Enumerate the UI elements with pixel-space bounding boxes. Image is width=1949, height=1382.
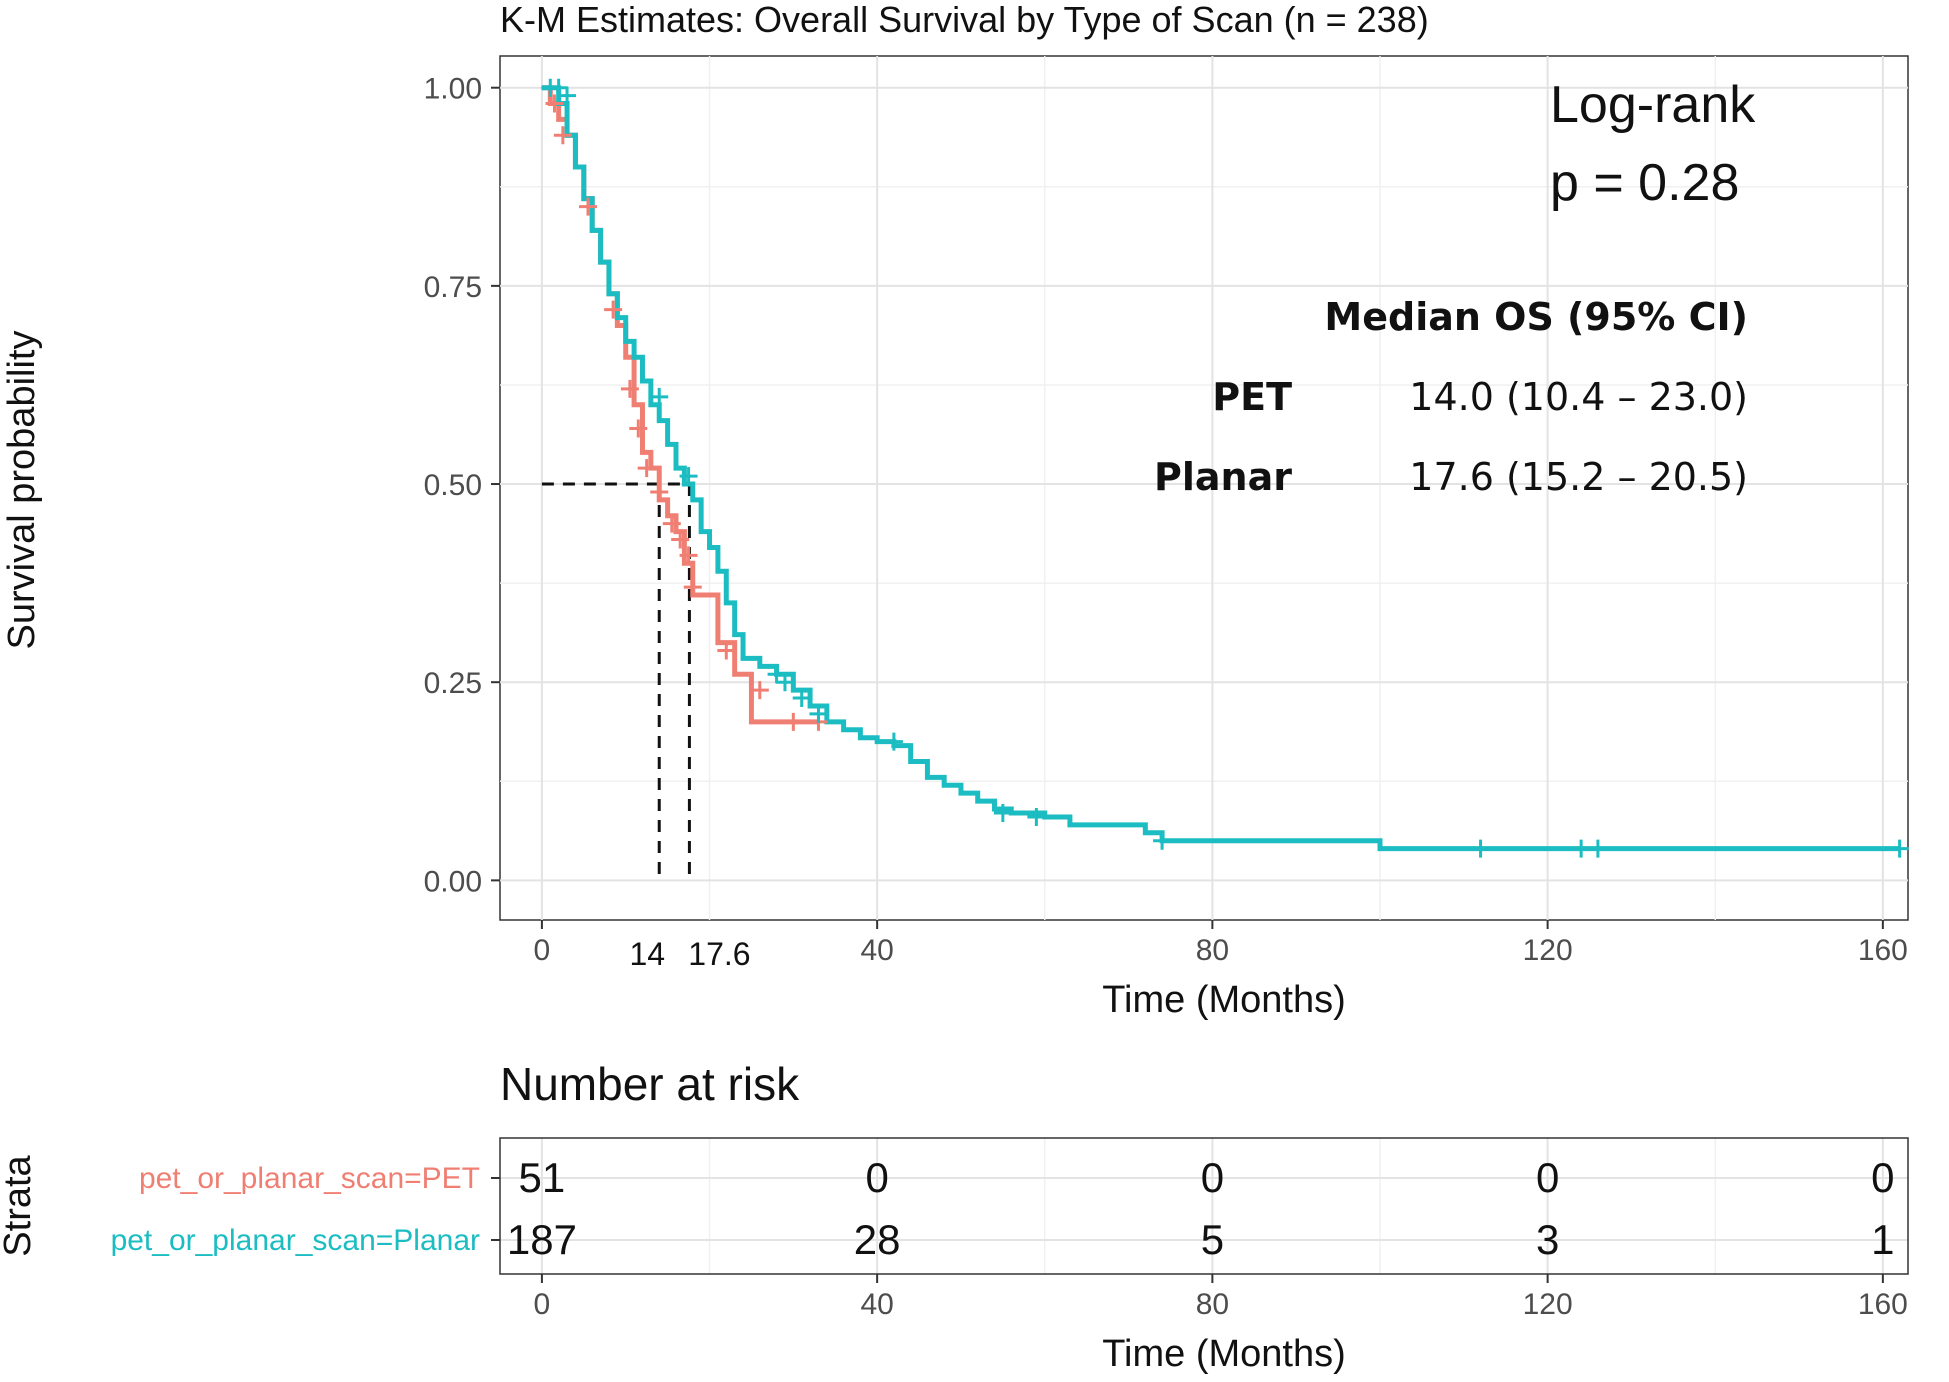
plot-grid bbox=[500, 56, 1908, 920]
x-axis-label: Time (Months) bbox=[1102, 979, 1346, 1021]
censor-mark bbox=[662, 514, 681, 533]
axis-ticks: 0 40 80 120 160 0.00 0.25 0.50 0.75 1.00 bbox=[424, 73, 1908, 967]
risk-count-cell: 1 bbox=[1871, 1216, 1894, 1263]
risk-count-cell: 3 bbox=[1536, 1216, 1559, 1263]
censor-mark bbox=[579, 197, 597, 216]
censor-mark bbox=[767, 665, 786, 684]
censor-mark bbox=[683, 578, 702, 597]
risk-table: 51 0 0 0 0 187 28 5 3 1 0 40 80 120 160 bbox=[491, 1137, 1909, 1321]
x-tick-label: 80 bbox=[1196, 934, 1229, 967]
y-tick-label: 0.75 bbox=[424, 271, 482, 304]
censor-mark bbox=[650, 387, 669, 406]
median-x-label-planar: 17.6 bbox=[688, 936, 750, 972]
risk-x-tick-label: 0 bbox=[534, 1288, 551, 1321]
risk-x-tick-label: 40 bbox=[860, 1288, 893, 1321]
x-tick-label: 120 bbox=[1523, 934, 1573, 967]
y-tick-label: 0.00 bbox=[424, 865, 482, 898]
censor-mark bbox=[809, 704, 828, 723]
censor-mark bbox=[1588, 839, 1607, 858]
risk-axis-ticks: 0 40 80 120 160 bbox=[491, 1177, 1908, 1321]
risk-x-axis-label: Time (Months) bbox=[1102, 1333, 1346, 1375]
risk-table-title: Number at risk bbox=[500, 1058, 800, 1110]
censor-mark bbox=[671, 530, 690, 549]
risk-x-tick-label: 160 bbox=[1858, 1288, 1908, 1321]
risk-count-cell: 5 bbox=[1201, 1216, 1224, 1263]
censor-marks bbox=[541, 78, 1909, 858]
risk-x-tick-label: 120 bbox=[1523, 1288, 1573, 1321]
risk-count-cell: 0 bbox=[1536, 1154, 1559, 1201]
risk-table-border bbox=[499, 1137, 1909, 1275]
plot-panel-border bbox=[499, 55, 1909, 921]
median-row-pet-value: 14.0 (10.4 – 23.0) bbox=[1409, 375, 1748, 419]
median-os-header: Median OS (95% CI) bbox=[1324, 295, 1748, 339]
censor-mark bbox=[545, 94, 564, 113]
y-axis-label: Survival probability bbox=[1, 331, 43, 650]
strata-label-pet: pet_or_planar_scan=PET bbox=[139, 1162, 480, 1195]
median-row-planar-value: 17.6 (15.2 – 20.5) bbox=[1409, 455, 1748, 499]
censor-mark bbox=[553, 126, 572, 145]
censor-mark bbox=[884, 732, 903, 751]
x-tick-label: 40 bbox=[860, 934, 893, 967]
censor-mark bbox=[558, 86, 577, 105]
censor-mark bbox=[750, 681, 769, 700]
censor-mark bbox=[792, 689, 811, 708]
p-value: p = 0.28 bbox=[1550, 154, 1739, 212]
median-row-planar-label: Planar bbox=[1154, 455, 1292, 499]
risk-table-cells: 51 0 0 0 0 187 28 5 3 1 bbox=[507, 1154, 1895, 1263]
risk-x-tick-label: 80 bbox=[1196, 1288, 1229, 1321]
risk-count-cell: 51 bbox=[519, 1154, 566, 1201]
y-tick-label: 0.50 bbox=[424, 469, 482, 502]
censor-mark bbox=[650, 482, 669, 501]
strata-axis-label: Strata bbox=[0, 1154, 39, 1256]
strata-label-planar: pet_or_planar_scan=Planar bbox=[111, 1224, 480, 1257]
censor-mark bbox=[637, 459, 656, 478]
censor-mark bbox=[629, 419, 648, 438]
censor-mark bbox=[604, 300, 623, 319]
y-tick-label: 1.00 bbox=[424, 73, 482, 106]
censor-mark bbox=[784, 712, 803, 731]
risk-count-cell: 0 bbox=[1871, 1154, 1894, 1201]
censor-mark bbox=[1153, 831, 1172, 850]
risk-count-cell: 187 bbox=[507, 1216, 577, 1263]
censor-mark bbox=[1027, 807, 1046, 826]
censor-mark bbox=[1471, 839, 1490, 858]
chart-title: K-M Estimates: Overall Survival by Type … bbox=[500, 0, 1429, 40]
survival-curve-planar bbox=[541, 85, 1900, 852]
median-x-label-pet: 14 bbox=[629, 936, 665, 972]
risk-table-grid bbox=[500, 1138, 1908, 1274]
censor-mark bbox=[679, 546, 698, 565]
risk-count-cell: 28 bbox=[854, 1216, 901, 1263]
censor-mark bbox=[679, 467, 698, 486]
logrank-label: Log-rank bbox=[1550, 76, 1756, 134]
median-row-pet-label: PET bbox=[1212, 375, 1292, 419]
x-tick-label: 0 bbox=[534, 934, 551, 967]
censor-mark bbox=[1572, 839, 1591, 858]
censor-mark bbox=[1890, 839, 1909, 858]
x-tick-label: 160 bbox=[1858, 934, 1908, 967]
risk-count-cell: 0 bbox=[865, 1154, 888, 1201]
censor-mark bbox=[775, 673, 794, 692]
censor-mark bbox=[993, 803, 1012, 822]
risk-count-cell: 0 bbox=[1201, 1154, 1224, 1201]
censor-mark bbox=[620, 379, 639, 398]
km-plot: 0 40 80 120 160 0.00 0.25 0.50 0.75 1.00 bbox=[424, 55, 1909, 967]
censor-mark bbox=[549, 78, 568, 97]
y-tick-label: 0.25 bbox=[424, 667, 482, 700]
censor-mark bbox=[717, 641, 736, 660]
